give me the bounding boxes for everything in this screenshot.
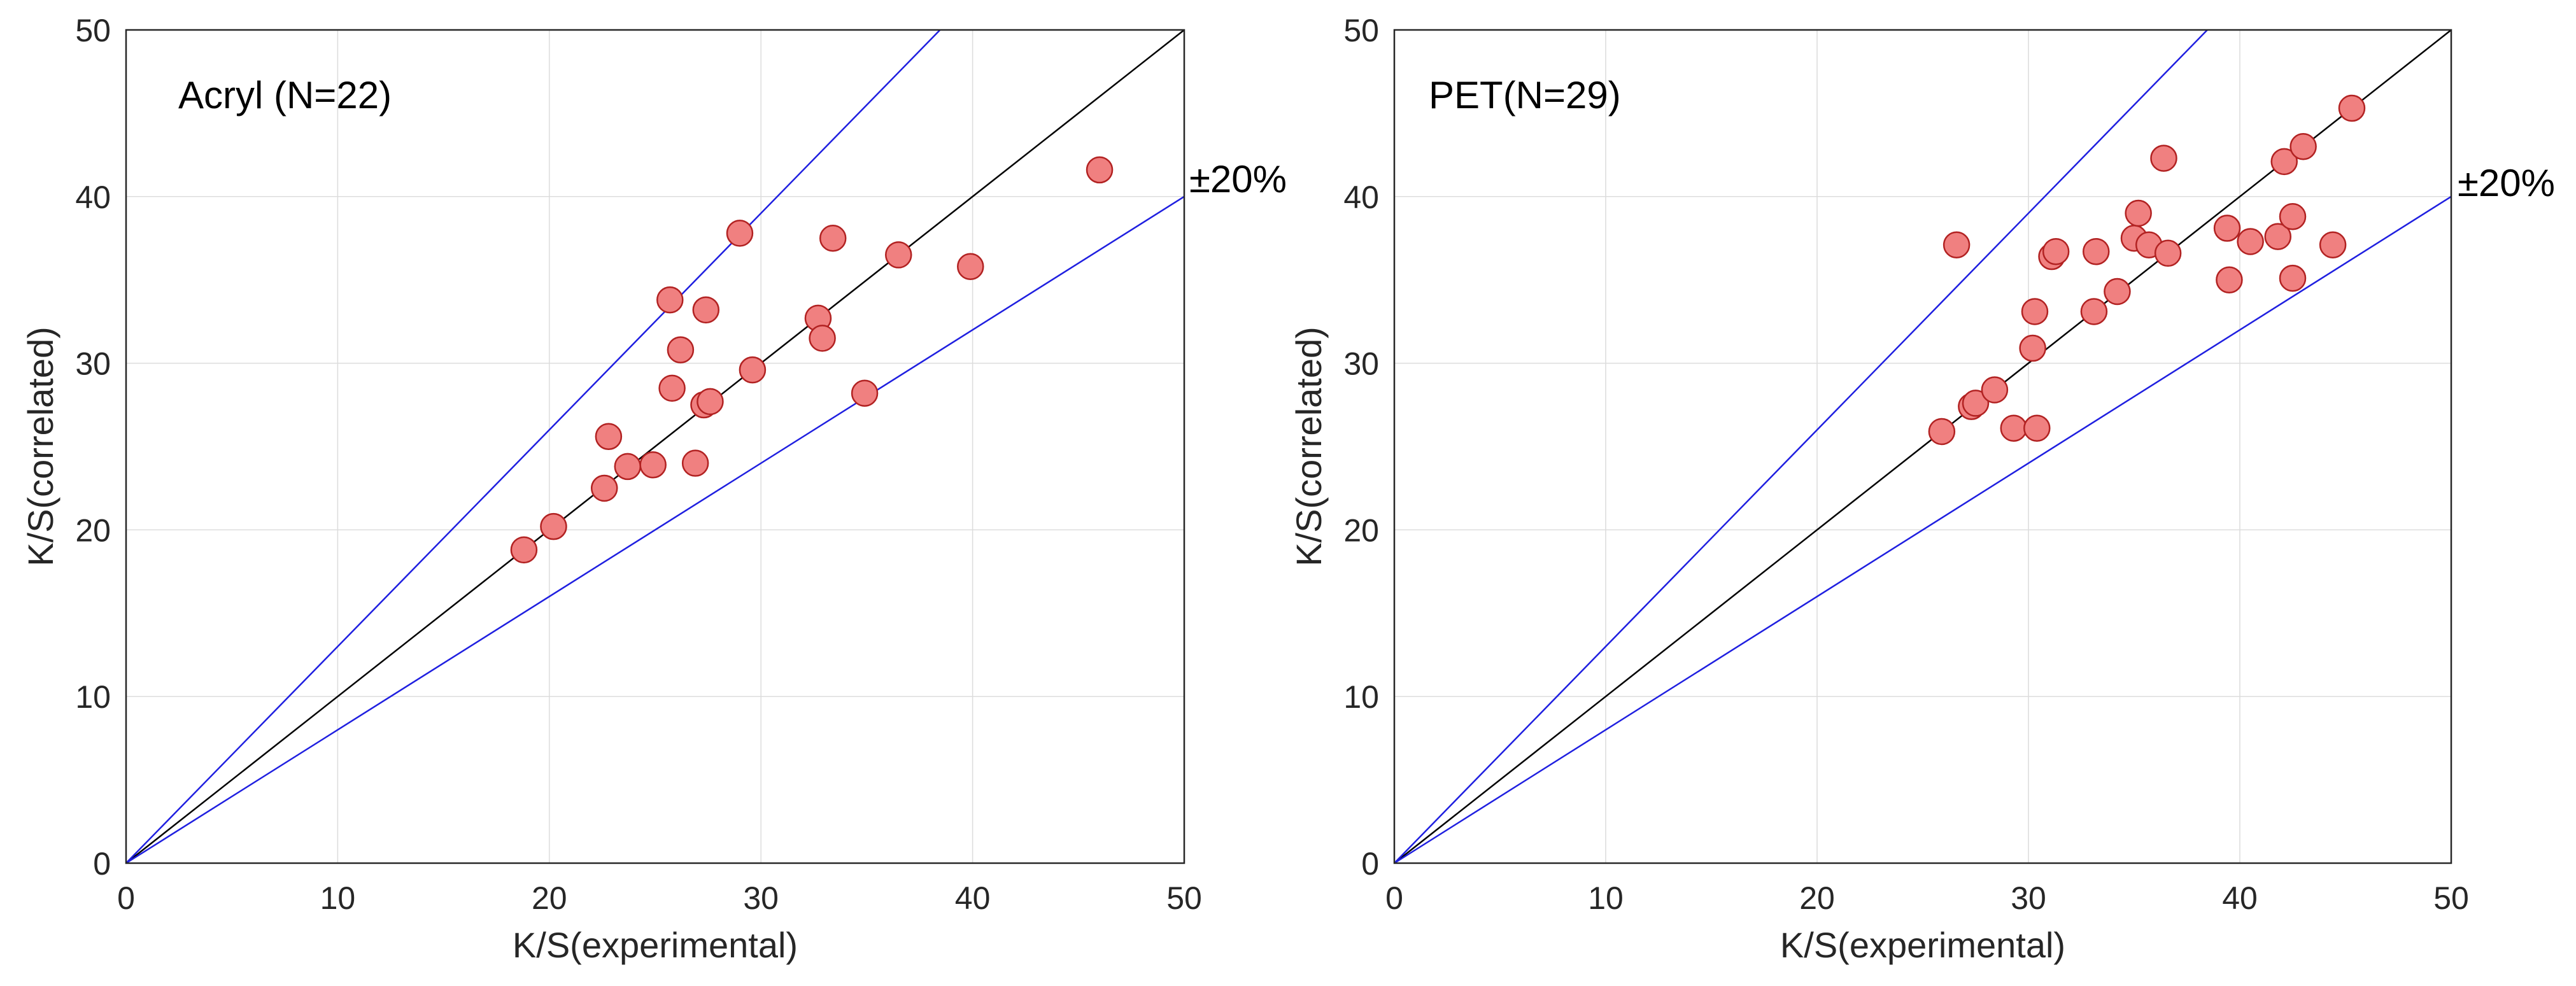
band-label: ±20%	[1189, 158, 1287, 201]
y-tick-label: 50	[75, 13, 111, 48]
data-point	[809, 325, 836, 352]
reference-line	[1394, 195, 2452, 864]
y-tick-label: 30	[1343, 346, 1379, 382]
data-point	[656, 286, 684, 314]
data-point	[851, 379, 879, 407]
data-point	[739, 356, 767, 384]
data-point	[595, 423, 623, 451]
panel-title: PET(N=29)	[1429, 74, 1621, 116]
x-tick-label: 0	[117, 880, 135, 916]
x-tick-label: 10	[1588, 880, 1624, 916]
data-point	[957, 253, 984, 281]
data-point	[697, 388, 724, 416]
data-point	[681, 449, 709, 477]
data-point	[2023, 414, 2051, 442]
data-point	[1928, 418, 1956, 446]
x-tick-label: 20	[532, 880, 567, 916]
data-point	[1962, 390, 1990, 417]
data-point	[1086, 156, 1114, 184]
data-point	[2021, 298, 2049, 325]
y-tick-labels: 0 10 20 30 40 50	[75, 13, 111, 882]
grid-lines	[125, 29, 1185, 864]
data-point	[2150, 144, 2177, 172]
x-tick-label: 10	[320, 880, 356, 916]
y-tick-label: 50	[1343, 13, 1379, 48]
data-point	[639, 451, 667, 479]
y-tick-label: 40	[75, 180, 111, 215]
data-point	[2042, 237, 2070, 265]
x-tick-labels: 0 10 20 30 40 50	[1385, 880, 2469, 916]
data-point	[2082, 237, 2110, 265]
data-point	[1981, 376, 2009, 404]
panel-title: Acryl (N=22)	[178, 74, 392, 116]
x-tick-labels: 0 10 20 30 40 50	[117, 880, 1202, 916]
data-point	[819, 225, 847, 252]
data-point	[2019, 334, 2046, 362]
data-point	[1943, 231, 1971, 258]
data-point	[2080, 298, 2108, 325]
y-tick-label: 40	[1343, 180, 1379, 215]
y-tick-labels: 0 10 20 30 40 50	[1343, 13, 1379, 882]
plot-frame	[125, 29, 1185, 864]
data-point	[2213, 215, 2241, 242]
y-tick-label: 20	[75, 512, 111, 548]
data-point	[510, 536, 538, 564]
reference-line	[125, 29, 941, 864]
data-point	[2154, 239, 2182, 267]
reference-line	[125, 29, 1185, 864]
data-point	[2125, 199, 2152, 227]
x-axis-label: K/S(experimental)	[1780, 925, 2065, 965]
data-point	[2216, 266, 2243, 293]
x-tick-label: 0	[1385, 880, 1403, 916]
y-tick-label: 0	[93, 846, 111, 882]
data-point	[2279, 264, 2307, 292]
y-tick-label: 20	[1343, 512, 1379, 548]
reference-lines	[125, 29, 1185, 864]
y-tick-label: 30	[75, 346, 111, 382]
x-tick-label: 20	[1799, 880, 1835, 916]
data-point	[2000, 414, 2028, 442]
data-point	[2319, 231, 2347, 258]
x-tick-label: 30	[743, 880, 779, 916]
data-points	[1928, 94, 2366, 446]
x-tick-label: 40	[2222, 880, 2258, 916]
band-label: ±20%	[2458, 162, 2555, 204]
x-tick-label: 30	[2011, 880, 2046, 916]
data-point	[590, 474, 618, 502]
plot-frame	[1393, 29, 2452, 864]
data-point	[692, 296, 720, 324]
data-points	[510, 156, 1114, 564]
data-point	[667, 336, 695, 363]
x-tick-label: 40	[955, 880, 991, 916]
y-axis-label: K/S(correlated)	[1289, 327, 1329, 567]
y-axis-label: K/S(correlated)	[20, 327, 60, 567]
data-point	[885, 241, 912, 269]
x-tick-label: 50	[1166, 880, 1202, 916]
data-point	[2338, 94, 2366, 122]
chart-panel-pet: 0 10 20 30 40 50 0 10 20 30 40 50 K/S(experimental…	[1289, 13, 2555, 965]
data-point	[2264, 223, 2292, 250]
y-tick-label: 0	[1361, 846, 1379, 882]
data-point	[2289, 133, 2317, 160]
data-point	[2279, 202, 2307, 230]
y-tick-label: 10	[1343, 679, 1379, 715]
reference-line	[125, 195, 1185, 864]
chart-panel-acryl: 0 10 20 30 40 50 0 10 20 30 40 50 K/S(experimental…	[20, 13, 1287, 965]
x-axis-label: K/S(experimental)	[513, 925, 798, 965]
reference-line	[1394, 29, 2208, 864]
data-point	[658, 374, 686, 402]
x-tick-label: 50	[2433, 880, 2469, 916]
data-point	[614, 453, 642, 481]
data-point	[726, 220, 754, 247]
data-point	[2270, 148, 2298, 176]
data-point	[540, 512, 567, 540]
data-point	[2104, 278, 2131, 306]
y-tick-label: 10	[75, 679, 111, 715]
data-point	[2237, 228, 2264, 255]
